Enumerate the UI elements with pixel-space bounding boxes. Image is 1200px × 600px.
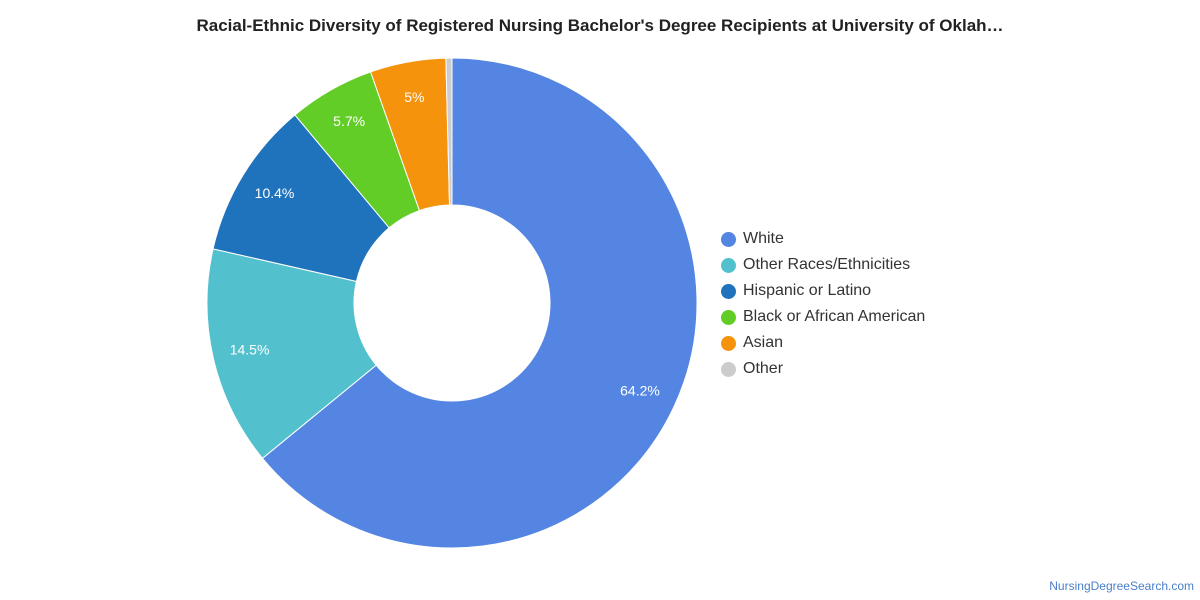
legend-swatch-icon	[721, 257, 736, 273]
legend-label: Asian	[743, 334, 784, 351]
legend-item-white[interactable]: White	[721, 226, 925, 252]
watermark[interactable]: NursingDegreeSearch.com	[1049, 579, 1194, 593]
legend-item-hispanic-or-latino[interactable]: Hispanic or Latino	[721, 278, 925, 304]
legend-item-other[interactable]: Other	[721, 356, 925, 382]
legend-item-black-or-african-american[interactable]: Black or African American	[721, 304, 925, 330]
slice-label-white: 64.2%	[620, 383, 660, 399]
legend-swatch-icon	[721, 309, 736, 325]
slice-other-races-ethnicities[interactable]	[206, 248, 377, 460]
chart-title: Racial-Ethnic Diversity of Registered Nu…	[196, 16, 1004, 35]
slice-white[interactable]	[261, 57, 698, 549]
legend-label: Other	[743, 360, 784, 377]
legend-label: Black or African American	[743, 308, 926, 325]
legend-label: Other Races/Ethnicities	[743, 256, 911, 273]
slice-label-black-or-african-american: 5.7%	[333, 113, 365, 129]
legend-item-other-races-ethnicities[interactable]: Other Races/Ethnicities	[721, 252, 925, 278]
slice-label-asian: 5%	[404, 89, 424, 105]
legend-swatch-icon	[721, 335, 736, 351]
donut-slice-labels: 64.2% 14.5% 10.4% 5.7% 5%	[230, 89, 660, 399]
legend-item-asian[interactable]: Asian	[721, 330, 925, 356]
slice-label-hispanic-or-latino: 10.4%	[255, 185, 295, 201]
legend-swatch-icon	[721, 283, 736, 299]
donut-slices	[206, 57, 698, 549]
legend-label: White	[743, 230, 784, 247]
legend-swatch-icon	[721, 361, 736, 377]
chart-legend: White Other Races/Ethnicities Hispanic or …	[721, 226, 925, 382]
slice-label-other-races-ethnicities: 14.5%	[230, 342, 270, 358]
slice-hispanic-or-latino[interactable]	[212, 114, 390, 282]
legend-swatch-icon	[721, 231, 736, 247]
legend-label: Hispanic or Latino	[743, 282, 872, 299]
slice-other[interactable]	[445, 57, 453, 206]
